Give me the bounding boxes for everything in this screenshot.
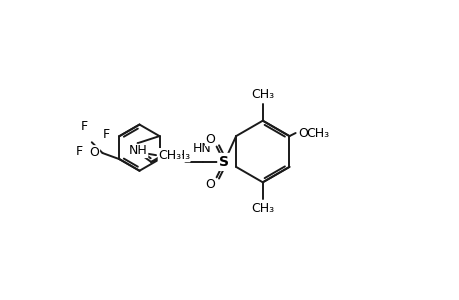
Text: O: O (90, 146, 99, 159)
Text: O: O (205, 133, 214, 146)
Text: F: F (102, 128, 109, 141)
Text: CH₃: CH₃ (306, 127, 329, 140)
Text: O: O (205, 178, 214, 191)
Text: CH₃: CH₃ (251, 88, 274, 101)
Text: F: F (75, 145, 82, 158)
Text: S: S (219, 155, 229, 169)
Text: CH₃: CH₃ (167, 148, 190, 162)
Text: CH₃: CH₃ (158, 148, 181, 162)
Text: F: F (80, 120, 88, 133)
Text: CH₃: CH₃ (251, 202, 274, 215)
Text: NH: NH (129, 144, 147, 158)
Text: HN: HN (192, 142, 211, 155)
Text: O: O (298, 127, 308, 140)
